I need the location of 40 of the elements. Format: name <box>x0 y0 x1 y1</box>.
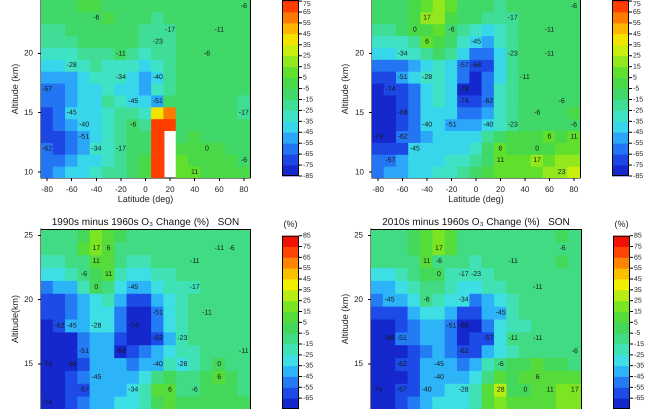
x-tick-label: 20 <box>166 185 176 194</box>
x-tick-label: -20 <box>446 185 458 194</box>
chart-title: 2010s minus 1960s O₃ Change (%) SON <box>382 216 570 228</box>
x-tick-label: 0 <box>143 185 148 194</box>
y-tick-label: 15 <box>24 108 34 117</box>
color-bar-title: (%) <box>284 219 298 230</box>
x-tick-label: 40 <box>190 185 200 194</box>
y-tick-label: 15 <box>354 359 364 368</box>
x-tick-label: -40 <box>421 185 434 194</box>
y-tick-label: 20 <box>355 48 365 58</box>
y-tick-label: 15 <box>355 108 365 117</box>
y-tick-label: 20 <box>24 48 34 58</box>
x-tick-label: -60 <box>66 185 78 194</box>
x-tick-label: 80 <box>569 185 579 194</box>
y-tick-label: 25 <box>24 230 34 240</box>
x-tick-label: 80 <box>239 185 249 194</box>
x-tick-label: 60 <box>544 185 554 194</box>
color-bar-title: (%) <box>614 219 628 230</box>
x-tick-label: -80 <box>41 185 54 194</box>
y-axis-title: Altitude (km) <box>340 64 350 114</box>
y-axis-title: Altitude (km) <box>10 64 20 114</box>
y-tick-label: 10 <box>24 167 34 176</box>
x-axis-title: Latitude (deg) <box>118 194 174 204</box>
x-axis-title: Latitude (deg) <box>448 194 504 204</box>
x-tick-label: -40 <box>90 185 103 194</box>
x-tick-label: 20 <box>496 185 506 194</box>
y-tick-label: 10 <box>355 167 365 176</box>
y-tick-label: 20 <box>354 294 364 304</box>
x-tick-label: 60 <box>214 185 224 194</box>
x-tick-label: -80 <box>372 185 384 194</box>
x-tick-label: -60 <box>396 185 409 194</box>
x-tick-label: -20 <box>115 185 128 194</box>
y-tick-label: 25 <box>354 230 364 240</box>
y-tick-label: 20 <box>24 294 34 304</box>
y-axis-title: Altitude(km) <box>10 294 20 344</box>
chart-title: 1990s minus 1960s O₃ Change (%) SON <box>52 216 240 228</box>
y-tick-label: 15 <box>24 359 34 368</box>
y-axis-title: Altitude (km) <box>340 294 350 344</box>
x-tick-label: 0 <box>474 185 479 194</box>
x-tick-label: 40 <box>520 185 530 194</box>
